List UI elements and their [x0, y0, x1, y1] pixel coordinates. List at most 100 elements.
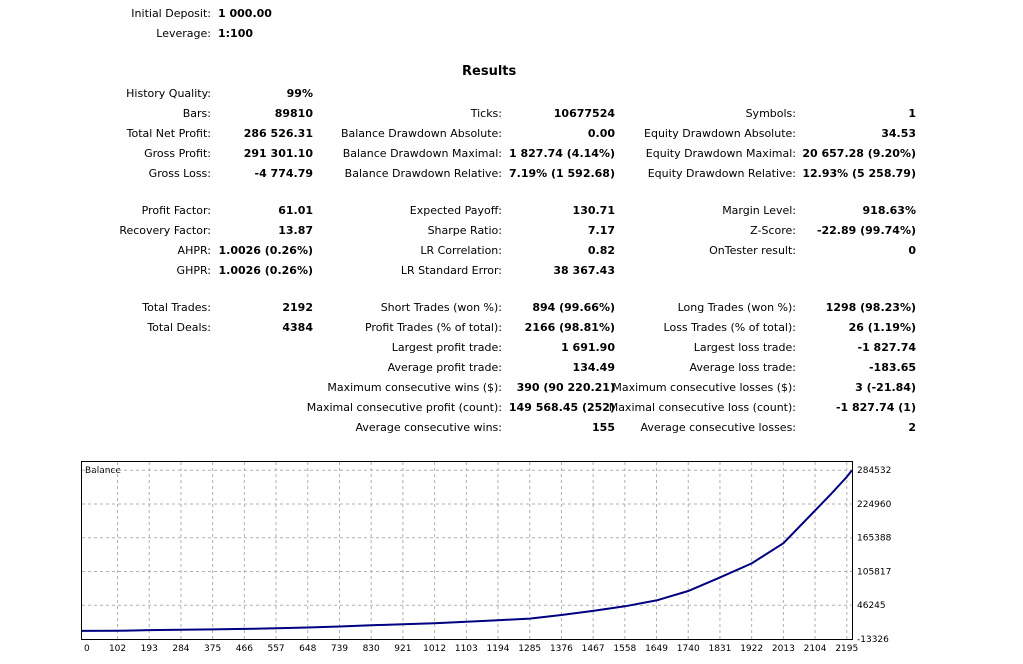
total-trades-value: 2192	[282, 301, 313, 314]
average-consecutive-wins-label: Average consecutive wins:	[355, 421, 502, 434]
balance-drawdown-maximal-label: Balance Drawdown Maximal:	[342, 147, 502, 160]
x-tick-label: 739	[331, 644, 348, 654]
ghpr-value: 1.0026 (0.26%)	[218, 264, 314, 277]
bars-value: 89810	[274, 107, 313, 120]
x-tick-label: 830	[363, 644, 380, 654]
bars-label: Bars:	[182, 107, 211, 120]
largest-profit-trade-label: Largest profit trade:	[391, 341, 502, 354]
max-consecutive-losses-label: Maximum consecutive losses ($):	[612, 381, 796, 394]
maximal-consecutive-profit-value: 149 568.45 (252)	[508, 401, 615, 414]
short-trades-value: 894 (99.66%)	[532, 301, 615, 314]
average-consecutive-losses-value: 2	[908, 421, 916, 434]
y-tick-label: 165388	[857, 534, 892, 544]
ticks-value: 10677524	[553, 107, 615, 120]
initial-deposit-value: 1 000.00	[218, 7, 272, 20]
x-tick-label: 1012	[423, 644, 446, 654]
long-trades-label: Long Trades (won %):	[677, 301, 796, 314]
results-title: Results	[462, 64, 517, 79]
total-trades-label: Total Trades:	[142, 301, 211, 314]
equity-drawdown-relative-value: 12.93% (5 258.79)	[802, 167, 916, 180]
average-consecutive-losses-label: Average consecutive losses:	[640, 421, 796, 434]
x-tick-label: 0	[84, 644, 90, 654]
history-quality-label: History Quality:	[126, 87, 211, 100]
x-tick-label: 2104	[804, 644, 827, 654]
gross-profit-label: Gross Profit:	[144, 147, 211, 160]
x-tick-label: 921	[394, 644, 411, 654]
maximal-consecutive-loss-label: Maximal consecutive loss (count):	[608, 401, 796, 414]
history-quality-value: 99%	[286, 87, 313, 100]
x-tick-label: 1103	[455, 644, 478, 654]
y-tick-label: -13326	[857, 635, 889, 645]
profit-factor-label: Profit Factor:	[141, 204, 211, 217]
x-tick-label: 1376	[550, 644, 573, 654]
y-tick-label: 224960	[857, 500, 892, 510]
balance-drawdown-absolute-value: 0.00	[587, 127, 615, 140]
leverage-label: Leverage:	[156, 27, 211, 40]
largest-profit-trade-value: 1 691.90	[561, 341, 615, 354]
z-score-value: -22.89 (99.74%)	[816, 224, 916, 237]
max-consecutive-wins-label: Maximum consecutive wins ($):	[327, 381, 502, 394]
margin-level-label: Margin Level:	[722, 204, 796, 217]
x-tick-label: 466	[236, 644, 253, 654]
lr-correlation-label: LR Correlation:	[420, 244, 502, 257]
symbols-value: 1	[908, 107, 916, 120]
max-consecutive-wins-value: 390 (90 220.21)	[516, 381, 615, 394]
ahpr-label: AHPR:	[177, 244, 211, 257]
sharpe-ratio-value: 7.17	[587, 224, 615, 237]
gross-profit-value: 291 301.10	[243, 147, 313, 160]
x-tick-label: 375	[204, 644, 221, 654]
equity-drawdown-relative-label: Equity Drawdown Relative:	[647, 167, 796, 180]
equity-drawdown-maximal-label: Equity Drawdown Maximal:	[645, 147, 796, 160]
chart-frame	[81, 461, 853, 640]
total-net-profit-value: 286 526.31	[243, 127, 313, 140]
x-tick-label: 102	[109, 644, 126, 654]
balance-drawdown-absolute-label: Balance Drawdown Absolute:	[340, 127, 502, 140]
equity-drawdown-maximal-value: 20 657.28 (9.20%)	[802, 147, 916, 160]
x-tick-label: 2195	[835, 644, 858, 654]
x-tick-label: 1649	[645, 644, 668, 654]
profit-trades-label: Profit Trades (% of total):	[364, 321, 502, 334]
balance-drawdown-relative-value: 7.19% (1 592.68)	[509, 167, 615, 180]
average-loss-trade-value: -183.65	[868, 361, 916, 374]
lr-standard-error-label: LR Standard Error:	[400, 264, 502, 277]
lr-correlation-value: 0.82	[587, 244, 615, 257]
chart-title: Balance	[85, 466, 121, 476]
y-tick-label: 105817	[857, 567, 891, 577]
profit-factor-value: 61.01	[278, 204, 313, 217]
total-net-profit-label: Total Net Profit:	[126, 127, 211, 140]
gross-loss-label: Gross Loss:	[148, 167, 211, 180]
balance-series-line	[81, 469, 853, 632]
x-tick-label: 1285	[518, 644, 541, 654]
expected-payoff-value: 130.71	[572, 204, 615, 217]
equity-drawdown-absolute-value: 34.53	[881, 127, 916, 140]
gross-loss-value: -4 774.79	[254, 167, 314, 180]
margin-level-value: 918.63%	[862, 204, 916, 217]
largest-loss-trade-value: -1 827.74	[857, 341, 917, 354]
balance-drawdown-maximal-value: 1 827.74 (4.14%)	[509, 147, 615, 160]
ticks-label: Ticks:	[470, 107, 502, 120]
symbols-label: Symbols:	[745, 107, 796, 120]
x-tick-label: 1467	[582, 644, 605, 654]
ghpr-label: GHPR:	[176, 264, 211, 277]
x-tick-label: 284	[172, 644, 189, 654]
y-tick-label: 284532	[857, 466, 891, 476]
y-tick-label: 46245	[857, 601, 886, 611]
lr-standard-error-value: 38 367.43	[553, 264, 615, 277]
x-tick-label: 1740	[677, 644, 700, 654]
ontester-result-label: OnTester result:	[709, 244, 796, 257]
max-consecutive-losses-value: 3 (-21.84)	[855, 381, 916, 394]
total-deals-label: Total Deals:	[147, 321, 211, 334]
initial-deposit-label: Initial Deposit:	[131, 7, 211, 20]
sharpe-ratio-label: Sharpe Ratio:	[427, 224, 502, 237]
z-score-label: Z-Score:	[750, 224, 796, 237]
profit-trades-value: 2166 (98.81%)	[524, 321, 615, 334]
maximal-consecutive-loss-value: -1 827.74 (1)	[835, 401, 916, 414]
equity-drawdown-absolute-label: Equity Drawdown Absolute:	[644, 127, 796, 140]
x-tick-label: 1922	[740, 644, 763, 654]
loss-trades-value: 26 (1.19%)	[848, 321, 916, 334]
x-tick-label: 557	[267, 644, 284, 654]
average-consecutive-wins-value: 155	[592, 421, 615, 434]
x-tick-label: 648	[299, 644, 316, 654]
x-tick-label: 1831	[708, 644, 731, 654]
